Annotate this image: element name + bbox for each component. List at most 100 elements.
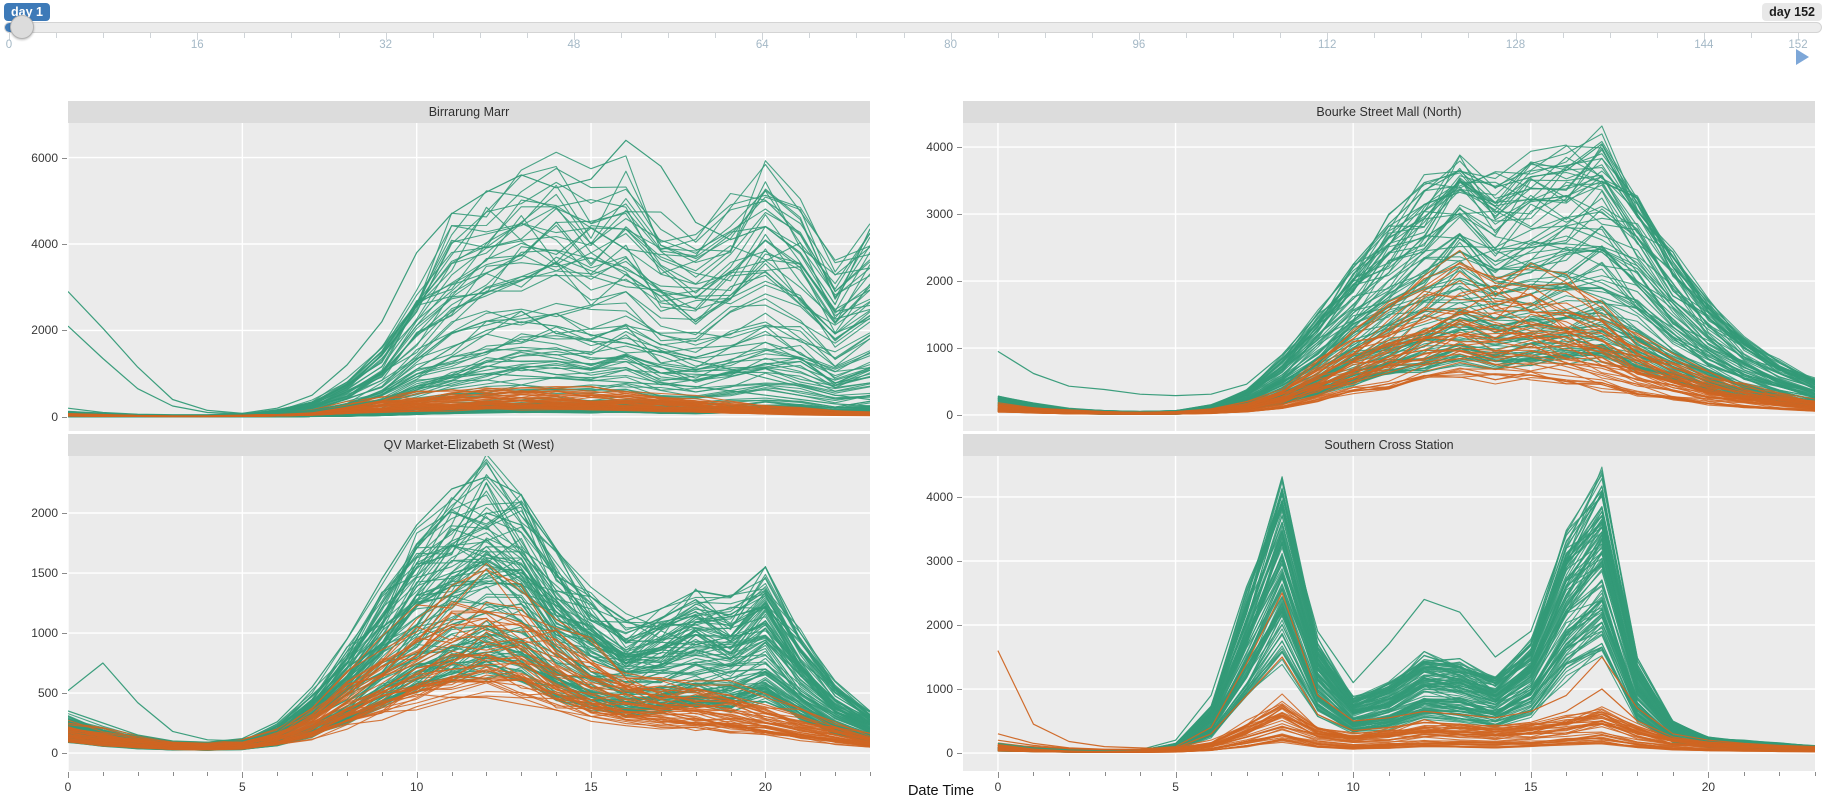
slider-tick-label: 0 <box>5 39 13 51</box>
x-tick-mark <box>1140 772 1141 776</box>
slider-minor-tick <box>150 33 152 38</box>
x-tick-mark <box>1531 772 1532 778</box>
play-icon <box>1796 49 1809 65</box>
y-tick-mark <box>957 497 962 498</box>
play-button[interactable] <box>1796 49 1814 67</box>
slider-minor-tick <box>103 33 105 38</box>
slider-minor-tick <box>1091 33 1093 38</box>
y-tick-mark <box>62 633 67 634</box>
y-tick-mark <box>957 625 962 626</box>
x-tick-mark <box>1318 772 1319 776</box>
y-tick-label: 500 <box>37 686 58 701</box>
x-tick-mark <box>1176 772 1177 778</box>
x-tick-label: 20 <box>1701 780 1716 794</box>
slider-tick-label: 128 <box>1505 39 1526 51</box>
y-tick-mark <box>62 753 67 754</box>
x-tick-label: 5 <box>1172 780 1179 794</box>
x-tick-mark <box>870 772 871 776</box>
slider-major-tick <box>1138 33 1140 40</box>
x-tick-mark <box>138 772 139 776</box>
x-tick-mark <box>277 772 278 776</box>
x-tick-label: 20 <box>758 780 773 794</box>
y-tick-label: 1000 <box>926 341 953 355</box>
x-tick-mark <box>1602 772 1603 776</box>
y-tick-mark <box>957 281 962 282</box>
slider-minor-tick <box>1750 33 1752 38</box>
slider-tick-label: 112 <box>1318 39 1337 51</box>
slider-minor-tick <box>621 33 623 38</box>
plot-area[interactable] <box>68 456 870 771</box>
y-tick-mark <box>957 415 962 416</box>
x-tick-mark <box>103 772 104 776</box>
y-tick-label: 0 <box>51 746 58 761</box>
slider-major-tick <box>9 33 10 40</box>
x-tick-mark <box>68 772 69 778</box>
y-tick-label: 1000 <box>926 682 953 697</box>
x-tick-mark <box>1673 772 1674 776</box>
y-tick-label: 4000 <box>926 140 953 155</box>
slider-minor-tick <box>1562 33 1564 38</box>
x-tick-mark <box>382 772 383 776</box>
x-tick-mark <box>1424 772 1425 776</box>
slider-minor-tick <box>903 33 905 38</box>
slider-minor-tick <box>668 33 670 38</box>
slider-minor-tick <box>1233 33 1235 38</box>
x-tick-mark <box>1744 772 1745 776</box>
chart-title: Birrarung Marr <box>68 101 870 124</box>
y-tick-mark <box>62 158 67 159</box>
y-tick-label: 2000 <box>31 323 58 338</box>
x-tick-mark <box>1566 772 1567 776</box>
slider-tick-label: 32 <box>379 39 393 51</box>
y-tick-mark <box>957 348 962 349</box>
slider-tick-label: 48 <box>567 39 581 51</box>
x-tick-mark <box>1033 772 1034 776</box>
y-tick-label: 0 <box>946 746 953 761</box>
y-tick-label: 2000 <box>926 618 953 632</box>
y-tick-mark <box>62 573 67 574</box>
slider-minor-tick <box>809 33 811 38</box>
x-axis-title: Date Time <box>907 783 975 799</box>
plot-area[interactable] <box>68 123 870 431</box>
slider-tick-label: 144 <box>1694 39 1714 51</box>
plot-area[interactable] <box>963 123 1815 431</box>
x-tick-mark <box>1282 772 1283 776</box>
y-tick-mark <box>957 689 962 690</box>
y-tick-label: 2000 <box>31 506 58 520</box>
x-tick-label: 10 <box>1346 780 1360 794</box>
x-tick-mark <box>556 772 557 776</box>
slider-minor-tick <box>338 33 340 38</box>
chart-title: QV Market-Elizabeth St (West) <box>68 434 870 457</box>
x-tick-mark <box>1495 772 1496 776</box>
x-tick-label: 0 <box>64 780 72 794</box>
x-tick-mark <box>626 772 627 776</box>
slider-minor-tick <box>1044 33 1046 38</box>
x-tick-mark <box>207 772 208 776</box>
slider-major-tick <box>950 33 952 40</box>
y-tick-label: 1000 <box>31 626 58 641</box>
x-tick-mark <box>347 772 348 776</box>
slider-major-tick <box>762 33 764 40</box>
x-tick-mark <box>173 772 174 776</box>
slider-handle[interactable] <box>9 15 34 39</box>
x-tick-mark <box>452 772 453 776</box>
x-tick-mark <box>1708 772 1709 778</box>
slider-minor-tick <box>1421 33 1423 38</box>
slider-track[interactable] <box>4 22 1822 33</box>
y-tick-mark <box>957 214 962 215</box>
y-tick-label: 4000 <box>926 489 953 504</box>
slider-major-tick <box>1515 33 1517 40</box>
x-tick-mark <box>591 772 592 778</box>
y-tick-label: 0 <box>51 409 58 424</box>
y-tick-label: 6000 <box>31 150 58 165</box>
x-tick-mark <box>765 772 766 778</box>
x-tick-mark <box>661 772 662 776</box>
slider-minor-tick <box>291 33 293 38</box>
y-tick-mark <box>957 147 962 148</box>
y-tick-mark <box>957 753 962 754</box>
slider-minor-tick <box>1656 33 1658 38</box>
plot-area[interactable] <box>963 456 1815 771</box>
slider-tick-label: 96 <box>1132 39 1146 51</box>
slider-major-tick <box>1703 33 1705 40</box>
x-tick-mark <box>696 772 697 776</box>
x-tick-mark <box>835 772 836 776</box>
